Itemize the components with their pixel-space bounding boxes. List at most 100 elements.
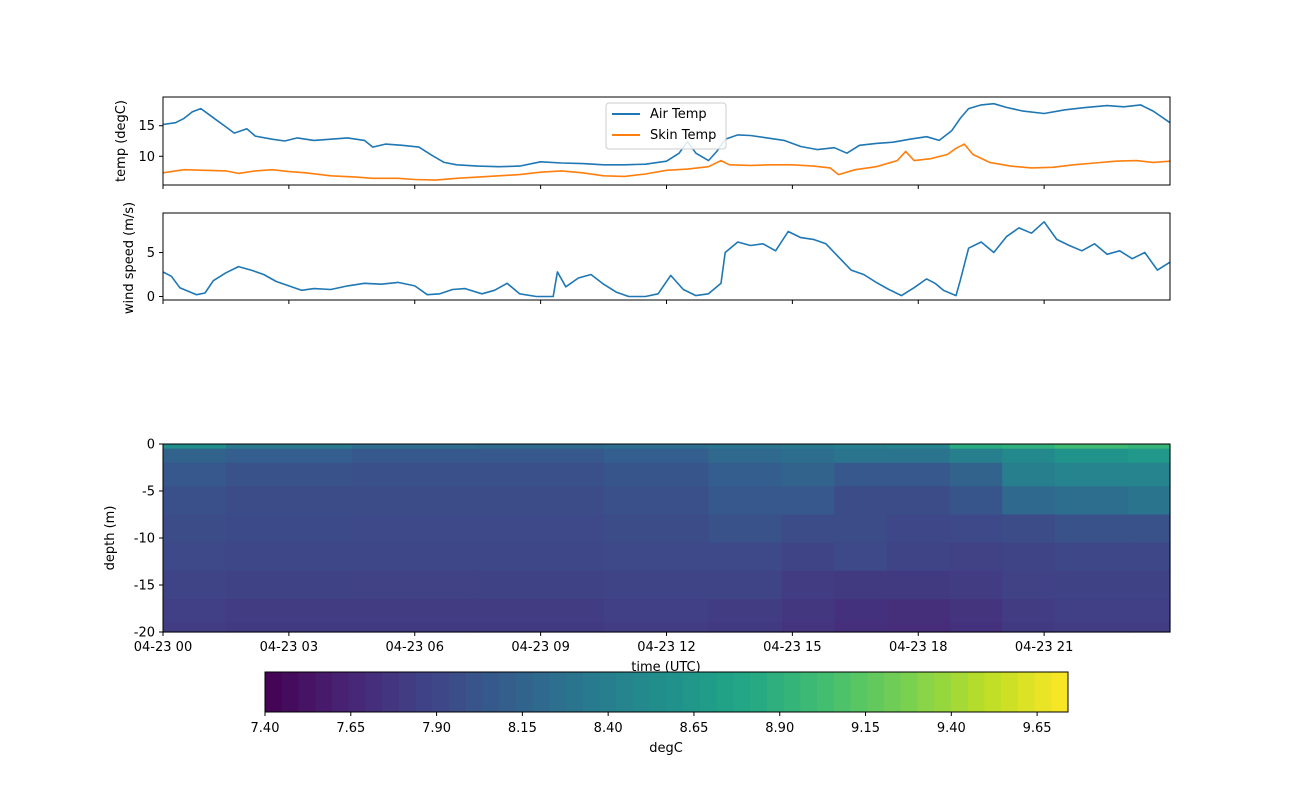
heatmap-cell — [603, 444, 710, 450]
colorbar-tick-label: 7.90 — [422, 721, 451, 736]
heatmap-cell — [834, 444, 888, 450]
heatmap-cell — [1128, 448, 1171, 464]
heatmap-cell — [1128, 599, 1171, 624]
heatmap-cell — [1054, 462, 1129, 487]
heatmap-cell — [1002, 486, 1056, 516]
colorbar-swatch — [867, 672, 885, 712]
heatmap-cell — [477, 622, 605, 633]
heatmap-cell — [886, 448, 951, 464]
colorbar-swatch — [566, 672, 584, 712]
heatmap-cell — [477, 514, 605, 544]
heatmap-xlabel: time (UTC) — [631, 660, 700, 675]
heatmap-cell — [351, 622, 479, 633]
temp-series-group — [162, 102, 1171, 181]
heatmap-cell — [708, 622, 783, 633]
colorbar-swatch — [281, 672, 299, 712]
wind-series-group — [162, 221, 1171, 298]
colorbar-swatch — [616, 672, 634, 712]
colorbar-swatch — [415, 672, 433, 712]
heatmap-cell — [834, 542, 888, 572]
heatmap-cell — [708, 542, 783, 572]
colorbar-swatch — [683, 672, 701, 712]
heatmap-xtick-label: 04-23 03 — [260, 640, 318, 655]
heatmap-cell — [1054, 542, 1129, 572]
heatmap-cell — [949, 444, 1003, 450]
heatmap-cell — [886, 486, 951, 516]
colorbar-swatch — [449, 672, 467, 712]
heatmap-cell — [949, 599, 1003, 624]
heatmap-cell — [163, 599, 227, 624]
colorbar-swatch — [666, 672, 684, 712]
colorbar-frame — [264, 671, 1069, 713]
heatmap-cell — [1054, 622, 1129, 633]
heatmap-cell — [781, 448, 835, 464]
heatmap-cell — [477, 448, 605, 464]
heatmap-cell — [225, 514, 353, 544]
colorbar-swatch — [398, 672, 417, 712]
heatmap-cell — [834, 599, 888, 624]
heatmap-xtick-label: 04-23 15 — [763, 640, 821, 655]
colorbar-swatch — [549, 672, 567, 712]
wind-panel-frame — [162, 212, 1171, 301]
wind-series-line-0 — [162, 221, 1171, 298]
colorbar-swatch — [783, 672, 801, 712]
heatmap-cell — [886, 444, 951, 450]
heatmap-xtick-label: 04-23 21 — [1015, 640, 1073, 655]
temp-ytick-label: 15 — [138, 119, 155, 134]
heatmap-cell — [1128, 622, 1171, 633]
heatmap-cell — [1054, 599, 1129, 624]
heatmap-cell — [1002, 448, 1056, 464]
colorbar-tick-label: 8.40 — [594, 721, 623, 736]
colorbar-swatch — [1017, 672, 1036, 712]
heatmap-cell — [949, 448, 1003, 464]
colorbar-tick-label: 8.90 — [765, 721, 794, 736]
heatmap-cell — [949, 514, 1003, 544]
heatmap-cell — [1002, 570, 1056, 600]
heatmap-cell — [1002, 444, 1056, 450]
heatmap-cell — [834, 622, 888, 633]
heatmap-cell — [1054, 444, 1129, 450]
heatmap-cell — [949, 542, 1003, 572]
heatmap-cell — [886, 570, 951, 600]
heatmap-cell — [1054, 570, 1129, 600]
heatmap-cell — [603, 622, 710, 633]
heatmap-cell — [225, 570, 353, 600]
colorbar-swatch — [265, 672, 283, 712]
heatmap-cell — [225, 448, 353, 464]
heatmap-cell — [834, 448, 888, 464]
heatmap-cell — [163, 622, 227, 633]
heatmap-xtick-label: 04-23 09 — [511, 640, 569, 655]
heatmap-cell — [351, 599, 479, 624]
heatmap-cell — [351, 542, 479, 572]
heatmap-cell — [163, 514, 227, 544]
heatmap-ytick-label: 0 — [147, 438, 155, 453]
heatmap-cell — [225, 599, 353, 624]
heatmap-cell — [477, 486, 605, 516]
heatmap-cell — [1002, 542, 1056, 572]
colorbar-swatch — [800, 672, 818, 712]
temp-panel: 10 15 temp (degC) Air Temp Skin Temp — [114, 96, 1171, 189]
heatmap-cell — [886, 599, 951, 624]
colorbar-swatch — [750, 672, 768, 712]
colorbar-swatch — [833, 672, 852, 712]
heatmap-cell — [477, 599, 605, 624]
heatmap-cell — [603, 462, 710, 487]
heatmap-cell — [225, 486, 353, 516]
heatmap-cell — [949, 486, 1003, 516]
colorbar-swatch — [599, 672, 617, 712]
heatmap-cell — [781, 462, 835, 487]
colorbar-swatch — [432, 672, 450, 712]
colorbar-swatch — [699, 672, 718, 712]
heatmap-cell — [225, 462, 353, 487]
heatmap-cell — [603, 542, 710, 572]
colorbar-swatch — [532, 672, 550, 712]
heatmap-cell — [1128, 444, 1171, 450]
heatmap-cell — [351, 570, 479, 600]
colorbar-swatch — [315, 672, 333, 712]
heatmap-cell — [1128, 570, 1171, 600]
temp-ticks: 10 15 — [138, 119, 1045, 189]
colorbar-tick-label: 9.65 — [1023, 721, 1052, 736]
heatmap-ytick-label: -5 — [142, 485, 155, 500]
